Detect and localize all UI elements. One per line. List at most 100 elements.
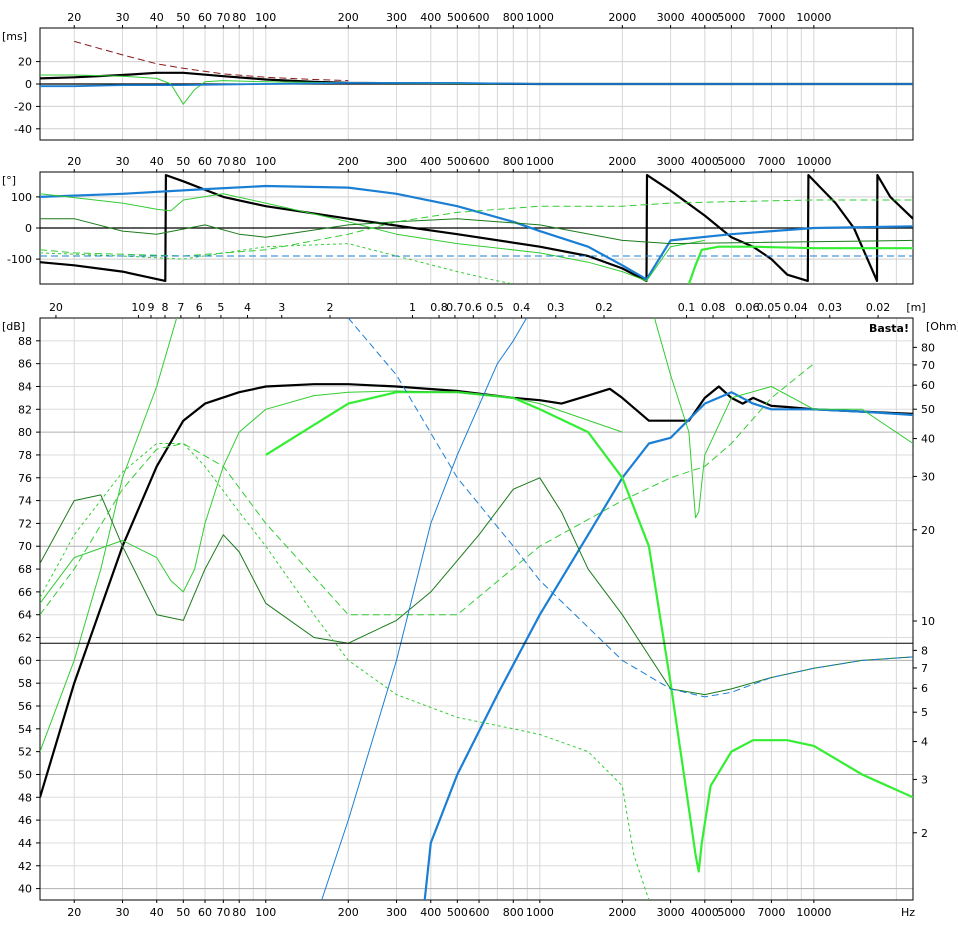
x-tick-label: 80 <box>232 11 246 24</box>
x-tick-label: 3000 <box>657 155 685 168</box>
y-tick-label: 66 <box>18 586 32 599</box>
x-tick-label: 0.04 <box>783 301 808 314</box>
x-tick-label: 20 <box>67 11 81 24</box>
x-tick-label: 0.5 <box>486 301 504 314</box>
x-tick-label: 5000 <box>717 155 745 168</box>
x-tick-label: 0.03 <box>818 301 843 314</box>
x-tick-label: 60 <box>198 155 212 168</box>
y-tick-label: 84 <box>18 380 32 393</box>
y-tick-label: 42 <box>18 860 32 873</box>
x-tick-label: 9 <box>147 301 154 314</box>
x-tick-label: 10000 <box>796 155 831 168</box>
y-tick-label: 72 <box>18 517 32 530</box>
series-line-2 <box>40 75 540 104</box>
x-tick-label: 100 <box>255 11 276 24</box>
x-tick-label: 1 <box>409 301 416 314</box>
y-tick-label: 80 <box>18 426 32 439</box>
x-tick-label: 60 <box>198 11 212 24</box>
x-tick-label: 200 <box>338 11 359 24</box>
grid <box>40 318 913 900</box>
series-line-8 <box>348 318 913 697</box>
y-tick-label: 0 <box>25 222 32 235</box>
y-tick-label: 82 <box>18 403 32 416</box>
x-tick-label: 1000 <box>526 906 554 919</box>
y-tick-label: 88 <box>18 335 32 348</box>
y2-axis-title: [Ohm] <box>926 320 958 333</box>
y2-tick-label: 40 <box>921 433 935 446</box>
y2-tick-label: 30 <box>921 470 935 483</box>
y-tick-label: 56 <box>18 700 32 713</box>
y-axis-title: [dB] <box>2 320 25 333</box>
x-tick-label: 0.2 <box>595 301 613 314</box>
x-tick-label: 0.6 <box>465 301 483 314</box>
x-tick-label: 30 <box>115 155 129 168</box>
x-tick-label: 30 <box>115 906 129 919</box>
x-tick-label: 400 <box>420 906 441 919</box>
panel-spl: 8886848280787674727068666462605856545250… <box>2 0 958 919</box>
y-tick-label: 58 <box>18 677 32 690</box>
x-tick-label: 5000 <box>717 906 745 919</box>
plot-frame <box>40 318 913 900</box>
grid <box>40 172 913 284</box>
x-tick-label: 100 <box>255 906 276 919</box>
x-axis-title: Hz <box>901 906 915 919</box>
y-tick-label: 64 <box>18 609 32 622</box>
y2-tick-label: 3 <box>921 773 928 786</box>
y2-tick-label: 10 <box>921 615 935 628</box>
y-tick-label: 48 <box>18 791 32 804</box>
x-tick-label: 2000 <box>608 11 636 24</box>
x-tick-label: 10000 <box>796 906 831 919</box>
y-tick-label: 0 <box>25 78 32 91</box>
series-line-4 <box>40 391 622 603</box>
y2-tick-label: 2 <box>921 827 928 840</box>
y-tick-label: 74 <box>18 495 32 508</box>
x-tick-label: 0.7 <box>446 301 464 314</box>
x-tick-label: 0.3 <box>547 301 565 314</box>
x-tick-label: 50 <box>176 155 190 168</box>
x-tick-label: 4000 <box>691 906 719 919</box>
y2-tick-label: 60 <box>921 379 935 392</box>
x-tick-label: 7000 <box>757 11 785 24</box>
x-tick-label: 70 <box>216 155 230 168</box>
x-tick-label: 500 <box>447 906 468 919</box>
y-tick-label: 86 <box>18 358 32 371</box>
x-tick-label: 800 <box>503 11 524 24</box>
y-tick-label: 68 <box>18 563 32 576</box>
y-tick-label: 52 <box>18 746 32 759</box>
y-axis-title: [ms] <box>2 30 27 43</box>
x-tick-label: 500 <box>447 155 468 168</box>
x-tick-label: 4 <box>244 301 251 314</box>
series-line-2 <box>266 392 913 871</box>
x-tick-label: 70 <box>216 906 230 919</box>
x-tick-label: 70 <box>216 11 230 24</box>
y2-tick-label: 70 <box>921 359 935 372</box>
y-tick-label: 20 <box>18 56 32 69</box>
y2-tick-label: 5 <box>921 706 928 719</box>
y-axis: 1000-100[°] <box>2 174 40 266</box>
x-unit-label: [m] <box>906 301 925 314</box>
x-tick-label: 3000 <box>657 11 685 24</box>
y-tick-label: 44 <box>18 837 32 850</box>
y2-tick-label: 4 <box>921 736 928 749</box>
x-tick-label: 80 <box>232 906 246 919</box>
x-tick-label: 600 <box>469 906 490 919</box>
y2-tick-label: 8 <box>921 644 928 657</box>
y-tick-label: 54 <box>18 723 32 736</box>
x-tick-label: 2 <box>326 301 333 314</box>
watermark: Basta! <box>869 322 909 335</box>
x-tick-label: 8 <box>161 301 168 314</box>
y-tick-label: -20 <box>14 100 32 113</box>
x-tick-label: 5 <box>217 301 224 314</box>
x-tick-label: 80 <box>232 155 246 168</box>
x-tick-label: 2000 <box>608 906 636 919</box>
x-tick-label: 3000 <box>657 906 685 919</box>
y-tick-label: 70 <box>18 540 32 553</box>
x-tick-label: 0.05 <box>757 301 782 314</box>
x-tick-label: 7 <box>177 301 184 314</box>
x-tick-label: 10000 <box>796 11 831 24</box>
